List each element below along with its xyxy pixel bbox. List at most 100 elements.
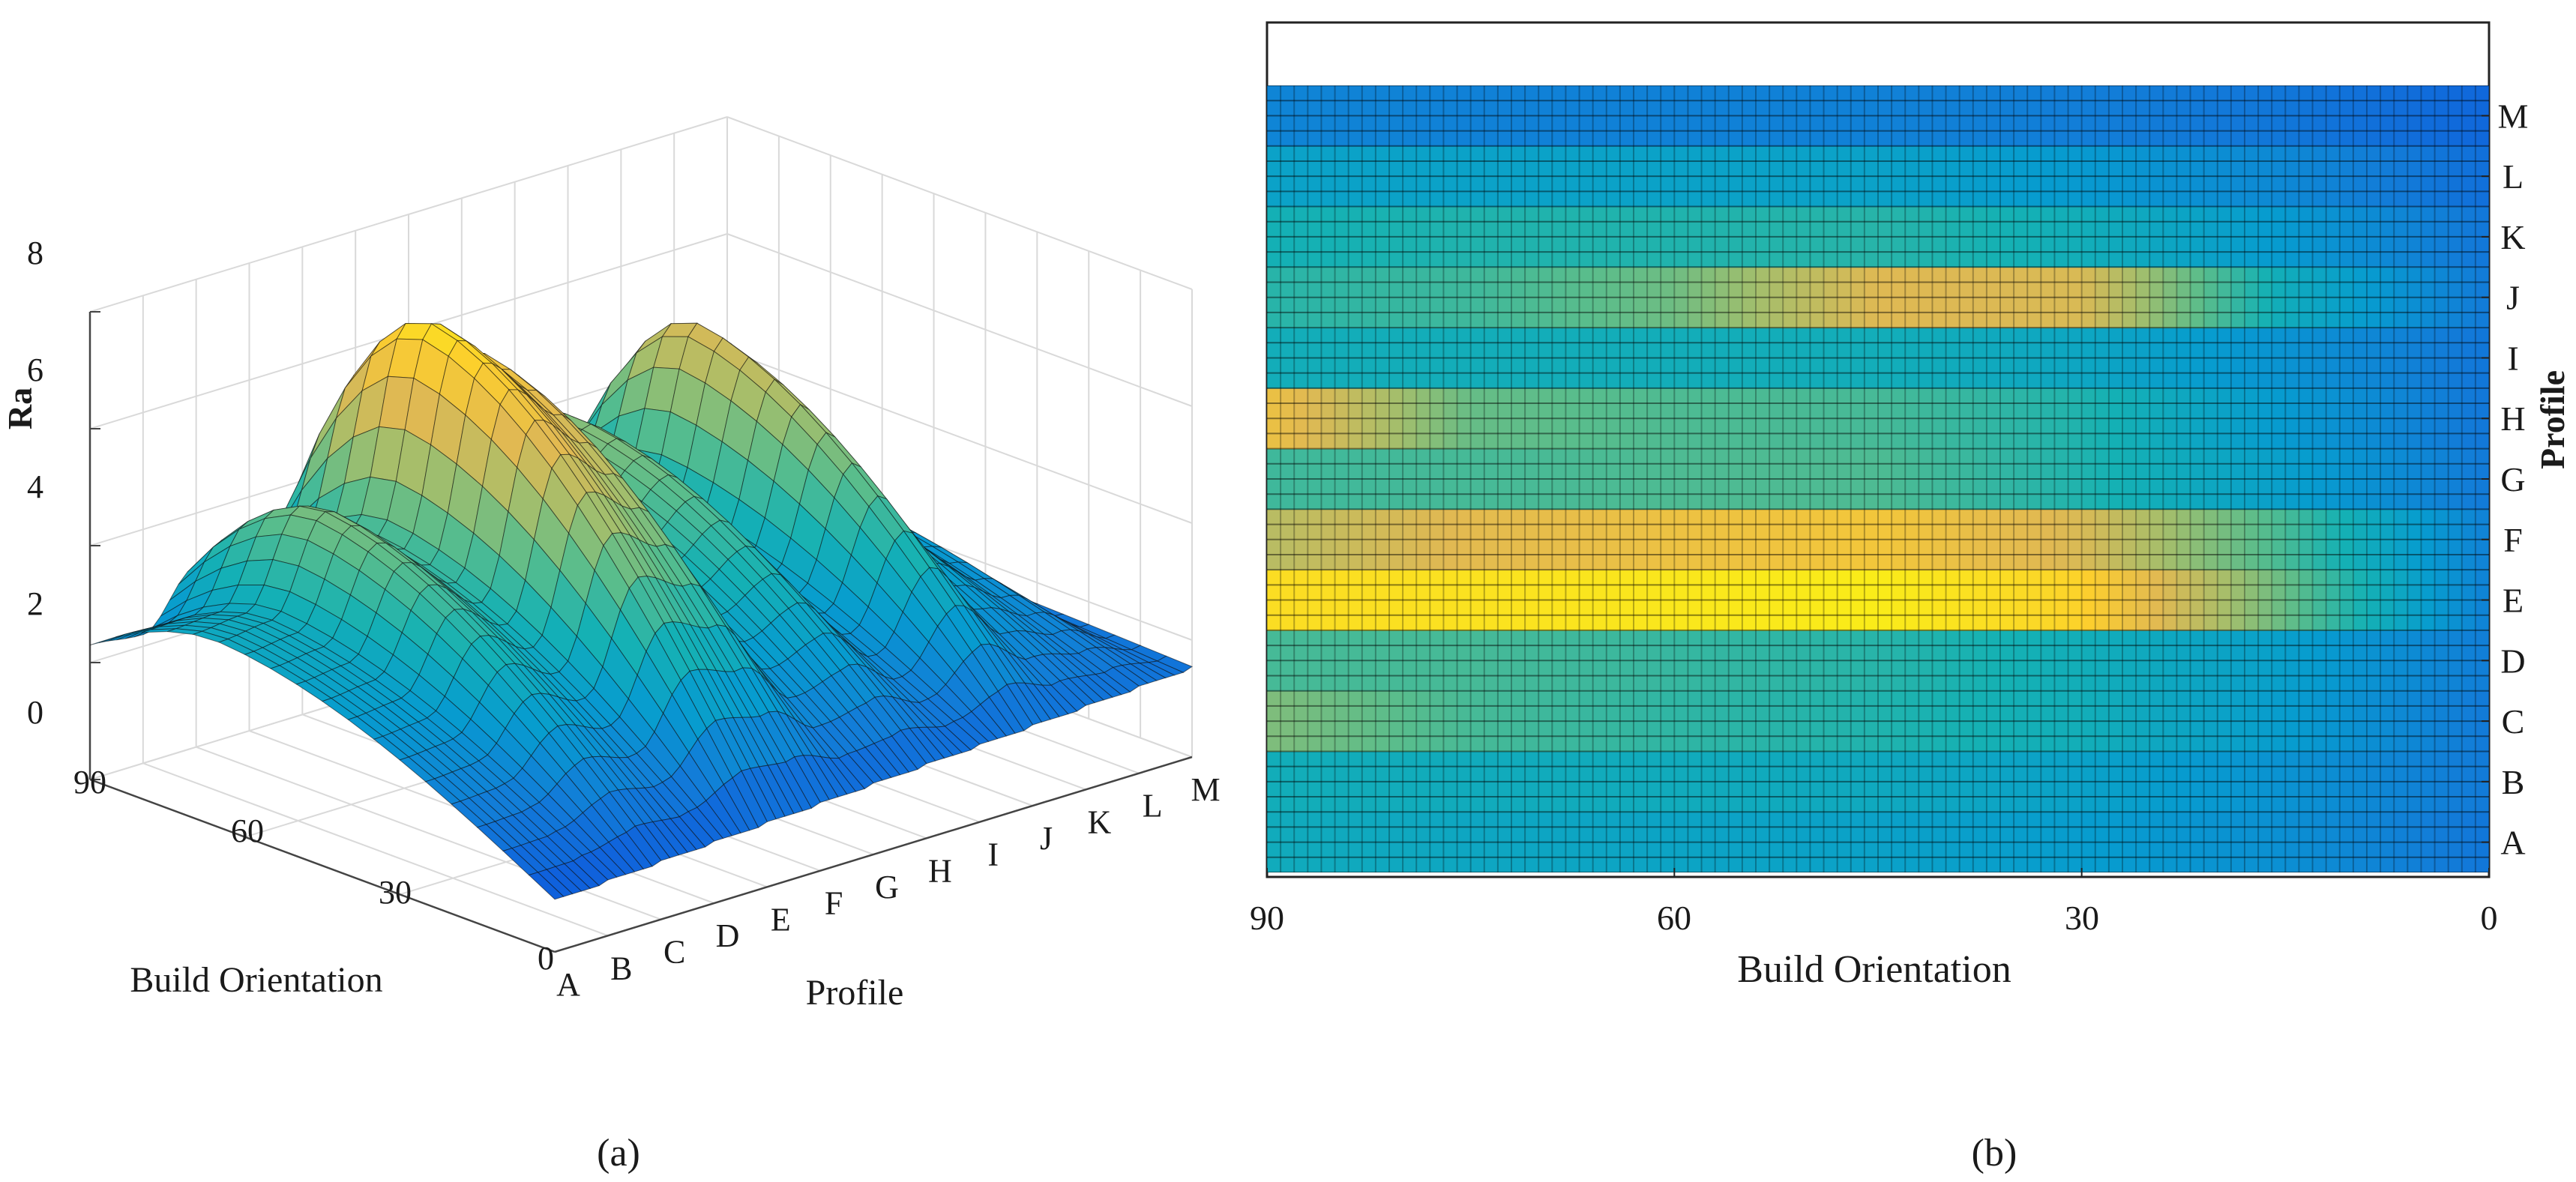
y-tick-label: H	[2500, 399, 2525, 438]
heatmap-cell	[1850, 328, 1865, 389]
heatmap-cell	[2190, 630, 2205, 692]
heatmap-cell	[1443, 812, 1458, 872]
heatmap-cell	[1307, 145, 1322, 208]
heatmap-cell	[1443, 570, 1458, 631]
heatmap-cell	[1919, 509, 1933, 570]
heatmap-cell	[1294, 145, 1308, 208]
heatmap-cell	[2014, 509, 2028, 570]
heatmap-cell	[1511, 328, 1526, 389]
heatmap-cell	[2434, 630, 2449, 692]
heatmap-cell	[1579, 812, 1594, 872]
heatmap-cell	[2339, 570, 2354, 631]
heatmap-cell	[2000, 448, 2014, 510]
heatmap-cell	[2434, 85, 2449, 147]
heatmap-cell	[1932, 812, 1947, 872]
heatmap-cell	[1538, 812, 1553, 872]
heatmap-cell	[1484, 388, 1499, 450]
heatmap-cell	[1810, 388, 1825, 450]
heatmap-cell	[1443, 751, 1458, 812]
heatmap-cell	[1361, 630, 1376, 692]
heatmap-cell	[1742, 751, 1757, 812]
heatmap-cell	[1878, 751, 1892, 812]
heatmap-cell	[1592, 812, 1607, 872]
heatmap-cell	[1430, 448, 1445, 510]
z-axis-label: Ra	[1, 388, 39, 429]
heatmap-cell	[1281, 388, 1295, 450]
heatmap-cell	[1361, 267, 1376, 328]
heatmap-cell	[1321, 328, 1336, 389]
heatmap-cell	[1837, 630, 1852, 692]
heatmap-cell	[1701, 812, 1716, 872]
heatmap-cell	[1945, 328, 1960, 389]
heatmap-cell	[1728, 328, 1743, 389]
heatmap-cell	[1688, 509, 1703, 570]
heatmap-cell	[1905, 145, 1919, 208]
heatmap-cell	[2203, 85, 2218, 147]
heatmap-cell	[1878, 388, 1892, 450]
heatmap-cell	[2326, 751, 2341, 812]
heatmap-cell	[1864, 448, 1879, 510]
heatmap-cell	[2027, 328, 2041, 389]
heatmap-cell	[1592, 448, 1607, 510]
heatmap-cell	[1579, 570, 1594, 631]
y-tick-label: M	[1191, 771, 1220, 808]
heatmap-cell	[1850, 630, 1865, 692]
heatmap-cell	[2149, 812, 2164, 872]
heatmap-cell	[1796, 751, 1811, 812]
heatmap-cell	[2394, 812, 2408, 872]
z-tick-label: 2	[27, 585, 43, 622]
panel-caption-a: (a)	[597, 1132, 640, 1175]
heatmap-cell	[2122, 388, 2137, 450]
heatmap-cell	[1619, 448, 1634, 510]
heatmap-cell	[2054, 690, 2069, 753]
x-axis-ticks: 90 60 30 0	[73, 764, 554, 977]
heatmap-cell	[2217, 509, 2232, 570]
y-tick-label: C	[663, 934, 685, 971]
heatmap-cell	[1783, 812, 1797, 872]
heatmap-cell	[2149, 328, 2164, 389]
heatmap-cell	[1389, 206, 1403, 268]
heatmap-cell	[2394, 690, 2408, 753]
heatmap-cell	[1796, 690, 1811, 753]
heatmap-cell	[2014, 690, 2028, 753]
heatmap-cell	[1796, 267, 1811, 328]
heatmap-cell	[2448, 328, 2463, 389]
heatmap-cell	[2163, 751, 2178, 812]
heatmap-cell	[1619, 328, 1634, 389]
heatmap-cell	[1565, 145, 1580, 208]
heatmap-cell	[1565, 630, 1580, 692]
heatmap-cell	[2095, 448, 2110, 510]
heatmap-cell	[2217, 145, 2232, 208]
heatmap-cell	[2245, 690, 2259, 753]
heatmap-cell	[2014, 388, 2028, 450]
heatmap-cell	[1606, 630, 1621, 692]
heatmap-cell	[1810, 751, 1825, 812]
heatmap-cell	[1416, 388, 1430, 450]
heatmap-cell	[2394, 145, 2408, 208]
heatmap-cell	[1484, 328, 1499, 389]
heatmap-cell	[1606, 85, 1621, 147]
heatmap-cell	[1552, 388, 1567, 450]
heatmap-cell	[1878, 509, 1892, 570]
heatmap-cell	[1919, 328, 1933, 389]
heatmap-cell	[1945, 267, 1960, 328]
heatmap-cell	[1878, 448, 1892, 510]
x-tick-label: 90	[1250, 899, 1284, 937]
heatmap-cell	[1919, 145, 1933, 208]
y-tick-label: I	[987, 836, 999, 873]
heatmap-cell	[1919, 812, 1933, 872]
heatmap-cell	[1375, 751, 1390, 812]
heatmap-cell	[1837, 751, 1852, 812]
heatmap-cell	[1348, 812, 1363, 872]
heatmap-cell	[1525, 85, 1539, 147]
heatmap-cell	[1267, 630, 1281, 692]
heatmap-cell	[1634, 751, 1648, 812]
heatmap-cell	[2285, 328, 2300, 389]
heatmap-cell	[1511, 448, 1526, 510]
heatmap-cell	[2095, 570, 2110, 631]
heatmap-cell	[1430, 751, 1445, 812]
heatmap-cell	[1701, 328, 1716, 389]
heatmap-cell	[2394, 509, 2408, 570]
heatmap-cell	[1403, 448, 1417, 510]
heatmap-cell	[1878, 328, 1892, 389]
